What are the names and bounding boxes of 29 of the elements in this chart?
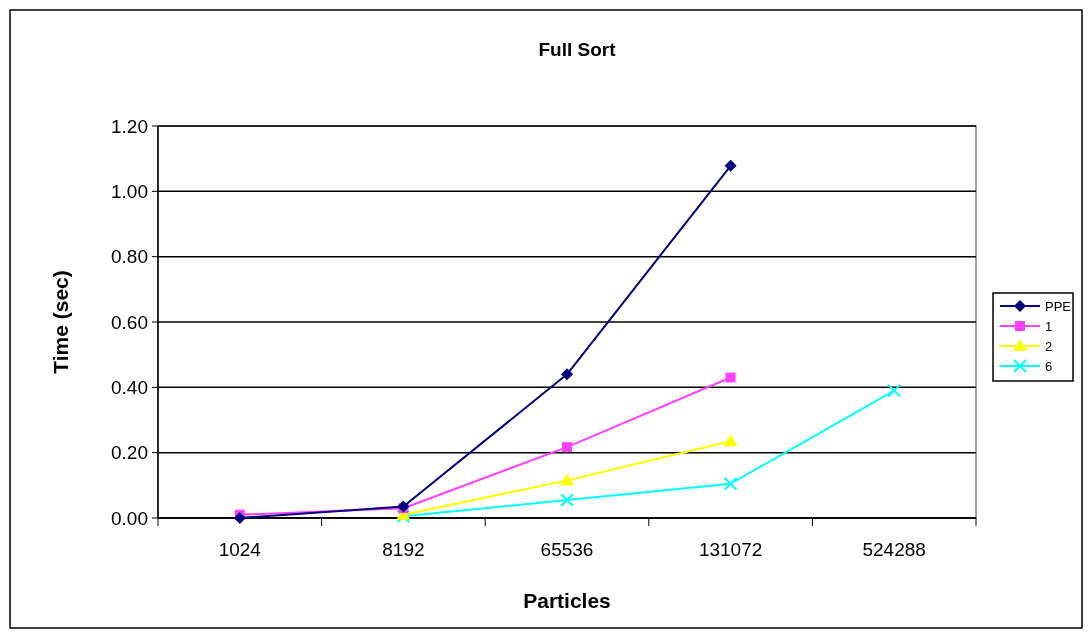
y-tick-label: 1.00 bbox=[111, 180, 148, 202]
point bbox=[725, 372, 736, 383]
x-tick-label: 65536 bbox=[540, 539, 594, 560]
legend-label: PPE bbox=[1045, 298, 1072, 314]
legend-label: 2 bbox=[1045, 338, 1053, 354]
x-tick-label: 8192 bbox=[382, 539, 425, 560]
point bbox=[233, 512, 246, 524]
y-axis-title: Time (sec) bbox=[49, 270, 72, 374]
y-tick-label: 1.20 bbox=[111, 115, 148, 137]
x-tick-label: 131072 bbox=[698, 539, 763, 560]
x-tick-label: 1024 bbox=[218, 539, 262, 560]
point bbox=[561, 368, 573, 381]
y-tick-label: 0.60 bbox=[111, 311, 148, 333]
x-tick-label: 524288 bbox=[862, 539, 926, 560]
legend-label: 6 bbox=[1045, 358, 1053, 374]
point bbox=[723, 434, 738, 447]
point bbox=[562, 442, 572, 453]
point bbox=[724, 159, 737, 172]
point bbox=[560, 473, 574, 486]
x-axis-title: Particles bbox=[523, 589, 611, 612]
chart-title: Full Sort bbox=[538, 39, 617, 60]
y-tick-label: 0.80 bbox=[111, 246, 148, 268]
point bbox=[723, 476, 738, 491]
y-tick-label: 0.00 bbox=[111, 507, 148, 529]
legend-label: 1 bbox=[1045, 318, 1053, 334]
point bbox=[560, 493, 574, 508]
point bbox=[887, 383, 902, 398]
y-tick-label: 0.20 bbox=[111, 442, 148, 464]
y-tick-label: 0.40 bbox=[111, 376, 148, 398]
